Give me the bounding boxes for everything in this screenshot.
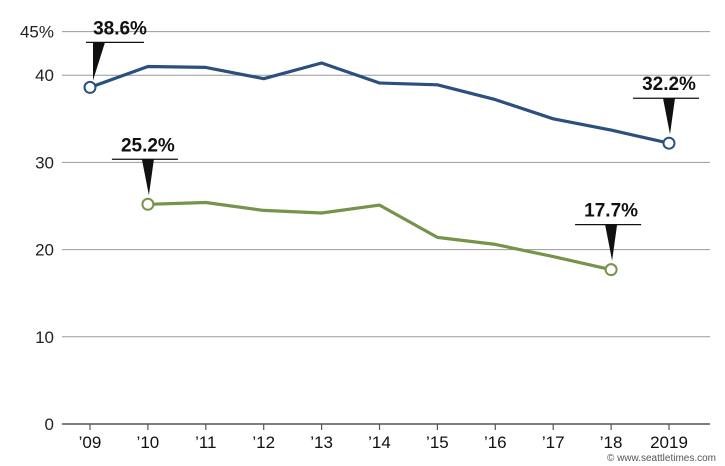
x-tick-label: ’11 (195, 433, 216, 452)
x-tick-label: ’10 (137, 433, 160, 452)
callout-pointer (605, 224, 618, 261)
callout-label: 17.7% (584, 201, 638, 222)
callout-label: 25.2% (121, 135, 175, 156)
series-line-2 (146, 200, 613, 272)
callout-pointer (93, 42, 105, 81)
data-point-marker (141, 197, 155, 211)
credit-text: © www.seattletimes.com (603, 453, 719, 464)
x-tick-label: ’14 (368, 433, 391, 452)
data-point-marker (604, 263, 618, 277)
y-tick-label: 0 (45, 415, 54, 434)
gridlines (62, 31, 710, 425)
callout-label: 38.6% (93, 18, 147, 39)
data-point-marker (662, 136, 676, 150)
x-tick-label: ’13 (310, 433, 333, 452)
callout-pointer (141, 159, 154, 196)
x-axis: ’09 ’10 ’11 ’12 ’13 ’14 ’15 ’16 ’17 ’18 2019 (79, 424, 688, 452)
data-point-marker (83, 80, 97, 94)
series-line-1 (88, 61, 671, 145)
x-tick-label: ’17 (542, 433, 565, 452)
y-axis: 0 10 20 30 40 45% (20, 23, 54, 434)
series-group (88, 61, 671, 272)
x-tick-label: ’09 (79, 433, 102, 452)
y-tick-label: 45% (20, 23, 54, 42)
x-tick-label: ’15 (426, 433, 449, 452)
callouts: 38.6% 32.2% 25.2% 17.7% (83, 18, 699, 277)
y-tick-label: 40 (35, 66, 54, 85)
x-tick-label: ’16 (484, 433, 507, 452)
x-tick-label: ’12 (252, 433, 275, 452)
y-tick-label: 10 (35, 328, 54, 347)
x-tick-label: ’18 (600, 433, 623, 452)
y-tick-label: 30 (35, 153, 54, 172)
y-tick-label: 20 (35, 241, 54, 260)
x-tick-label: 2019 (650, 433, 688, 452)
callout-pointer (663, 98, 675, 135)
callout-label: 32.2% (642, 74, 696, 95)
